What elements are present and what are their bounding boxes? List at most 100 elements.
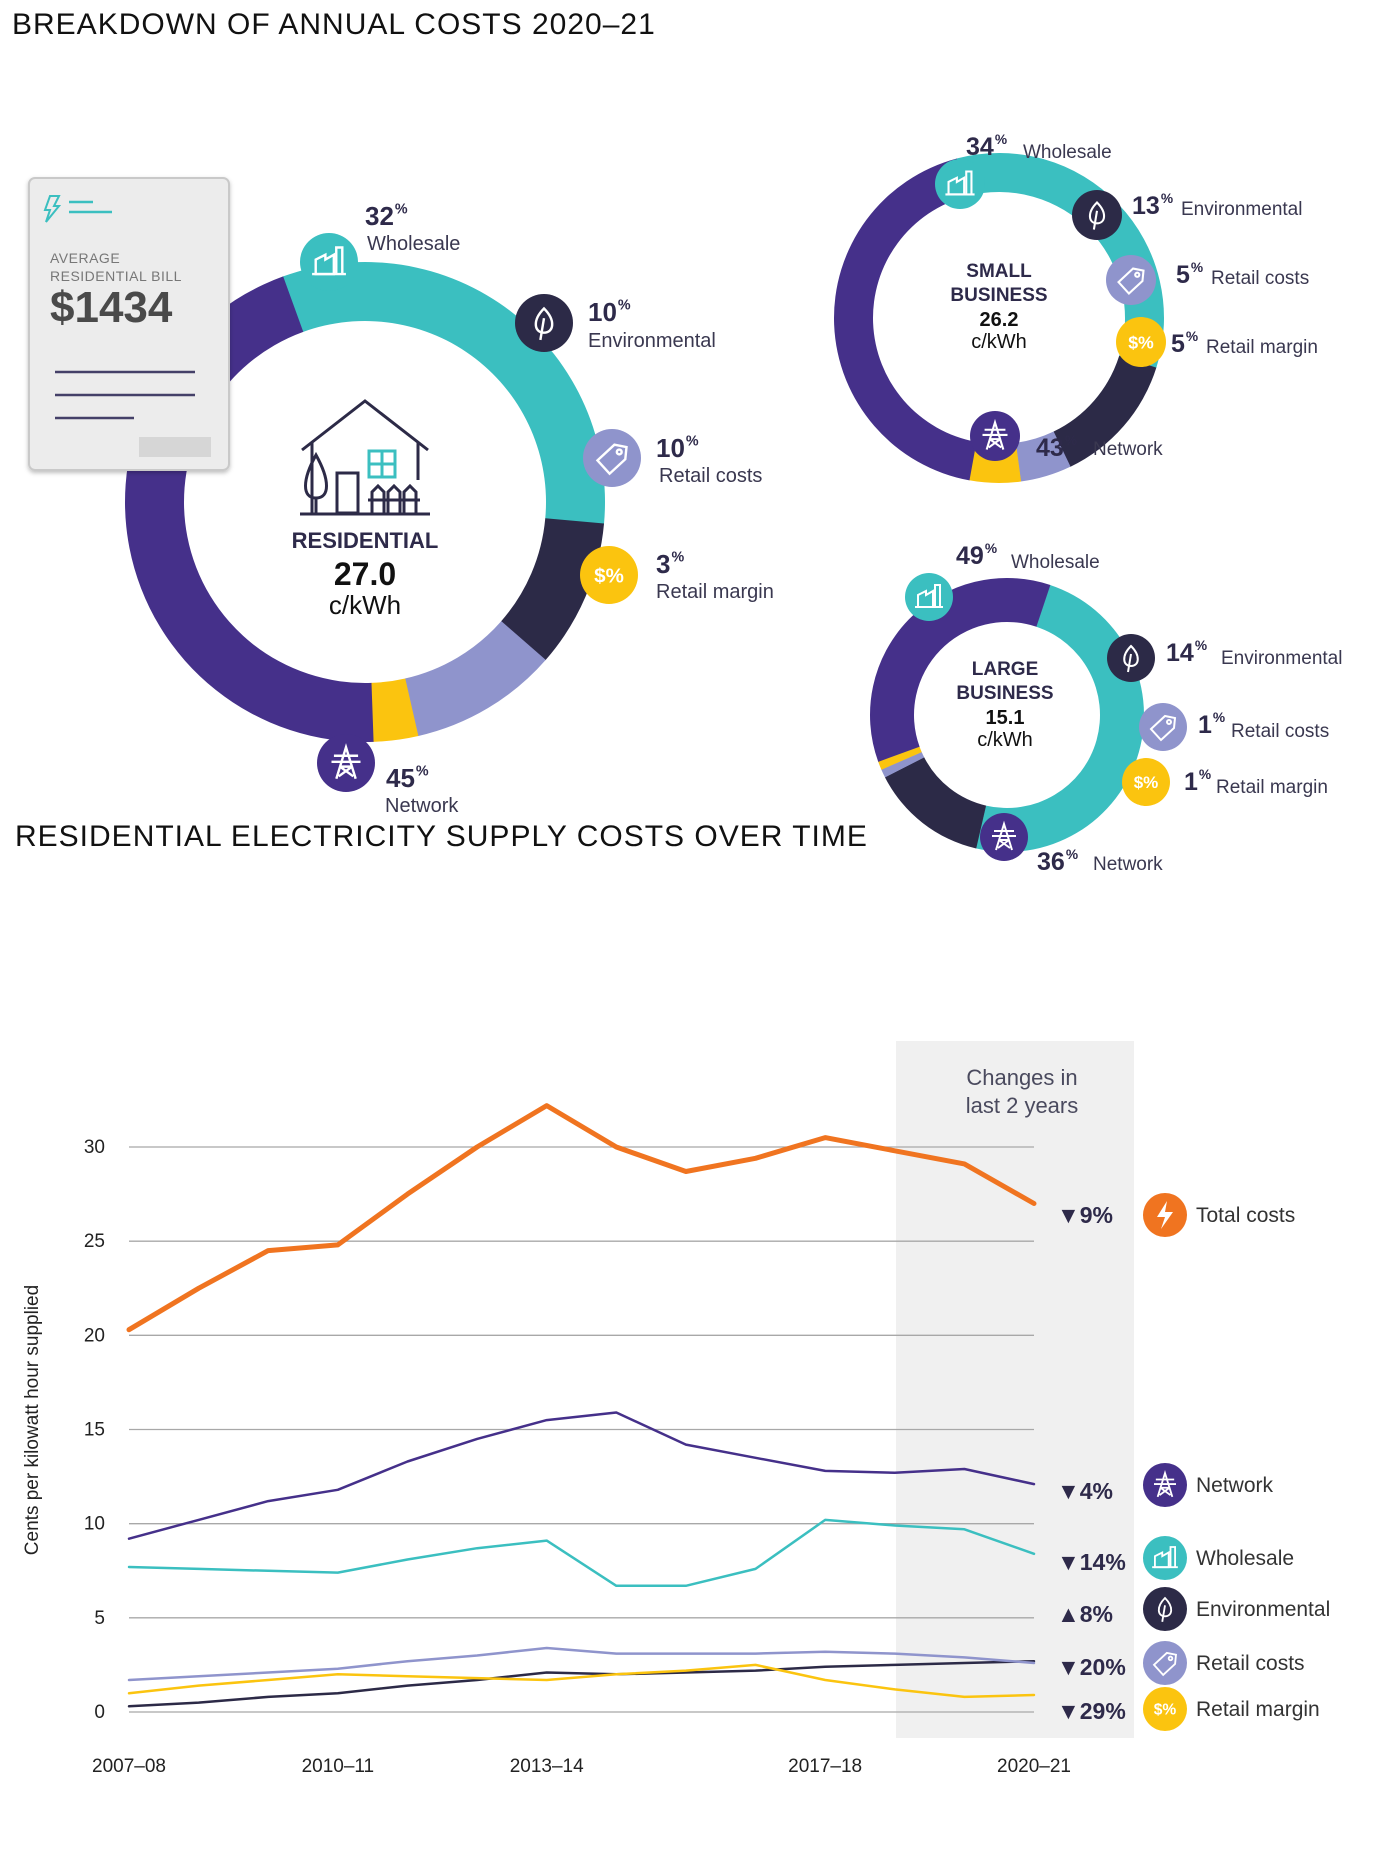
slice-label: Network xyxy=(385,795,459,817)
slice-value: 34 xyxy=(966,133,994,161)
slice-label: Environmental xyxy=(1181,199,1302,220)
leaf-icon xyxy=(1107,634,1155,682)
large-center-unit: c/kWh xyxy=(977,729,1033,751)
dollar-percent-icon: $% xyxy=(1143,1687,1187,1731)
bill-card: AVERAGE RESIDENTIAL BILL $1434 xyxy=(28,177,230,471)
slice-label: Network xyxy=(1093,854,1163,875)
slice-percent-sign: % xyxy=(1213,710,1225,725)
donut-slice-retail-margin xyxy=(371,678,419,742)
slice-percent-sign: % xyxy=(686,433,699,449)
x-tick-label: 2017–18 xyxy=(788,1756,862,1777)
donut-slice-environmental xyxy=(501,518,605,661)
legend-label: Retail margin xyxy=(1196,1698,1320,1721)
slice-percent-sign: % xyxy=(671,549,684,565)
series-line-retail-costs xyxy=(127,1646,1036,1682)
legend-item: Retail costs xyxy=(1143,1641,1305,1685)
y-tick-label: 10 xyxy=(84,1514,105,1535)
bolt-icon xyxy=(43,195,62,223)
legend-label: Wholesale xyxy=(1196,1547,1294,1570)
leaf-icon xyxy=(515,294,573,352)
y-tick-label: 0 xyxy=(94,1702,105,1723)
tag-icon xyxy=(1143,1641,1187,1685)
slice-label: Wholesale xyxy=(1011,552,1100,573)
change-value: ▲8% xyxy=(1057,1601,1113,1627)
slice-label: Retail margin xyxy=(656,581,774,603)
house-icon xyxy=(300,399,430,516)
small-business-donut: 34 % Wholesale 13 % Environmental 5 % Retail cos… xyxy=(833,132,1318,483)
factory-icon xyxy=(935,159,985,209)
last-two-years-shade xyxy=(896,1041,1134,1738)
slice-percent-sign: % xyxy=(1195,638,1207,653)
slice-percent-sign: % xyxy=(1191,260,1203,275)
donut-slice-environmental xyxy=(884,757,987,849)
slice-value: 49 xyxy=(956,542,984,570)
slice-label: Network xyxy=(1093,439,1163,460)
pylon-icon xyxy=(970,411,1020,461)
slice-label: Retail margin xyxy=(1216,777,1328,798)
svg-text:$%: $% xyxy=(1154,1702,1177,1719)
y-tick-label: 25 xyxy=(84,1231,105,1252)
y-tick-label: 20 xyxy=(84,1325,105,1346)
change-value: ▼14% xyxy=(1057,1549,1126,1575)
slice-percent-sign: % xyxy=(395,201,408,217)
donut-slice-retail-costs xyxy=(881,751,925,778)
leaf-icon xyxy=(1072,190,1122,240)
slice-value: 43 xyxy=(1036,434,1064,462)
small-center-value: 26.2 xyxy=(980,309,1019,331)
bill-caption-1: AVERAGE xyxy=(50,250,120,266)
slice-value: 1 xyxy=(1198,711,1212,739)
overtime-title: RESIDENTIAL ELECTRICITY SUPPLY COSTS OVE… xyxy=(15,820,868,853)
slice-label: Wholesale xyxy=(367,233,460,255)
tag-icon xyxy=(1106,255,1156,305)
slice-value: 1 xyxy=(1184,768,1198,796)
legend-item: Total costs xyxy=(1143,1193,1295,1237)
change-value: ▼20% xyxy=(1057,1654,1126,1680)
bill-caption-2: RESIDENTIAL BILL xyxy=(50,268,182,284)
slice-value: 36 xyxy=(1037,848,1065,876)
series-line-total xyxy=(126,1103,1037,1333)
factory-icon xyxy=(1143,1536,1187,1580)
line-chart: Changes in last 2 years 0 5 10 15 20 25 30 Cents … xyxy=(22,1041,1330,1777)
small-center-unit: c/kWh xyxy=(971,331,1027,353)
pylon-icon xyxy=(1143,1463,1187,1507)
slice-percent-sign: % xyxy=(1066,847,1078,862)
slice-label: Wholesale xyxy=(1023,142,1112,163)
slice-label: Retail costs xyxy=(659,465,762,487)
x-tick-label: 2013–14 xyxy=(510,1756,584,1777)
legend-item: Network xyxy=(1143,1463,1274,1507)
slice-percent-sign: % xyxy=(985,541,997,556)
donut-slice-retail-margin xyxy=(878,746,922,770)
x-tick-label: 2010–11 xyxy=(302,1756,375,1777)
change-value: ▼4% xyxy=(1057,1478,1113,1504)
large-business-donut: 49 % Wholesale 14 % Environmental 1 % Retail cos… xyxy=(869,541,1342,876)
series-line-retail-margin xyxy=(127,1663,1036,1699)
slice-value: 14 xyxy=(1166,639,1194,667)
lightning-icon xyxy=(1143,1193,1187,1237)
factory-icon xyxy=(300,233,358,291)
y-tick-label: 15 xyxy=(84,1420,105,1441)
svg-text:$%: $% xyxy=(1128,332,1154,352)
slice-label: Retail costs xyxy=(1211,268,1309,289)
shade-label-1: Changes in xyxy=(966,1065,1077,1090)
slice-value: 45 xyxy=(386,763,415,793)
slice-value: 10 xyxy=(588,297,617,327)
series-line-wholesale xyxy=(127,1518,1036,1588)
slice-value: 32 xyxy=(365,201,394,231)
dollar-percent-icon: $% xyxy=(1122,758,1170,806)
slice-value: 10 xyxy=(656,433,685,463)
slice-percent-sign: % xyxy=(1161,191,1173,206)
slice-label: Retail costs xyxy=(1231,721,1329,742)
small-center-title-1: SMALL xyxy=(966,261,1032,282)
y-axis-label: Cents per kilowatt hour supplied xyxy=(22,1285,43,1555)
pylon-icon xyxy=(980,813,1028,861)
x-tick-label: 2007–08 xyxy=(92,1756,166,1777)
legend-label: Total costs xyxy=(1196,1204,1295,1227)
dollar-percent-icon: $% xyxy=(1116,317,1166,367)
legend-label: Network xyxy=(1196,1474,1274,1497)
slice-percent-sign: % xyxy=(416,763,429,779)
tag-icon xyxy=(583,429,641,487)
donut-slice-retail-costs xyxy=(404,621,546,737)
large-center-title-1: LARGE xyxy=(972,659,1039,680)
svg-text:$%: $% xyxy=(594,564,624,587)
